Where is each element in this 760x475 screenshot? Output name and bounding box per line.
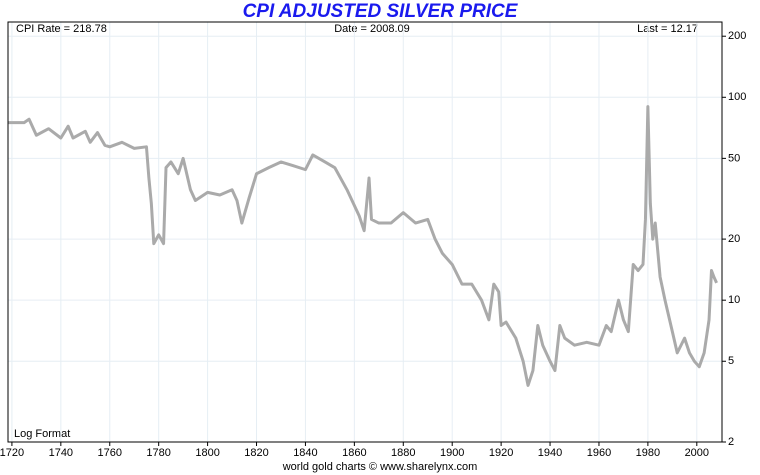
x-tick-label: 1800	[195, 447, 219, 459]
x-tick-label: 1980	[636, 447, 660, 459]
x-tick-label: 2000	[685, 447, 709, 459]
y-tick-label: 5	[728, 355, 734, 367]
y-tick-label: 10	[728, 294, 740, 306]
date-label: Date = 2008.09	[334, 23, 410, 35]
x-tick-label: 1960	[587, 447, 611, 459]
cpi-rate: CPI Rate = 218.78	[16, 23, 107, 35]
x-tick-label: 1820	[244, 447, 268, 459]
y-tick-label: 200	[728, 30, 746, 42]
x-tick-label: 1720	[0, 447, 24, 459]
x-tick-label: 1760	[98, 447, 122, 459]
x-tick-label: 1860	[342, 447, 366, 459]
x-tick-label: 1920	[489, 447, 513, 459]
y-tick-label: 2	[728, 436, 734, 448]
y-tick-label: 100	[728, 91, 746, 103]
x-tick-label: 1740	[49, 447, 73, 459]
last-label: Last = 12.17	[637, 23, 698, 35]
source: world gold charts © www.sharelynx.com	[282, 461, 478, 473]
x-tick-label: 1940	[538, 447, 562, 459]
x-tick-label: 1880	[391, 447, 415, 459]
x-tick-label: 1900	[440, 447, 464, 459]
y-tick-label: 20	[728, 233, 740, 245]
y-tick-label: 50	[728, 152, 740, 164]
x-tick-label: 1780	[146, 447, 170, 459]
price-line	[8, 105, 718, 387]
scale-note: Log Format	[14, 428, 70, 440]
x-tick-label: 1840	[293, 447, 317, 459]
chart-title: CPI ADJUSTED SILVER PRICE	[243, 1, 519, 22]
plot-frame	[7, 21, 723, 443]
